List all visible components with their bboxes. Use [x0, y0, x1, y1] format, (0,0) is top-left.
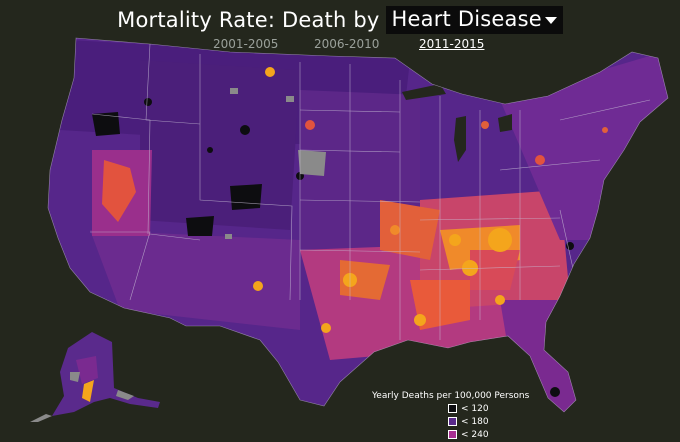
alaska — [30, 332, 160, 422]
period-selector: 2001-2005 2006-2010 2011-2015 — [0, 37, 680, 55]
legend-item-lt120: < 120 — [448, 403, 529, 416]
no-data-areas — [225, 88, 326, 239]
cause-dropdown[interactable]: Heart Disease — [385, 6, 563, 34]
legend-swatch — [448, 404, 457, 413]
legend-item-label: < 240 — [461, 430, 489, 440]
mountain-region — [140, 60, 300, 230]
low-rate-clusters — [92, 98, 574, 397]
period-tab-2001-2005[interactable]: 2001-2005 — [213, 37, 279, 51]
high-rate-clusters — [253, 67, 608, 333]
state-borders — [90, 43, 651, 340]
legend-item-label: < 180 — [461, 417, 489, 427]
conus-counties — [48, 38, 668, 412]
legend-item-lt240: < 240 — [448, 429, 529, 442]
legend-item-lt180: < 180 — [448, 416, 529, 429]
period-tab-2011-2015[interactable]: 2011-2015 — [419, 37, 485, 51]
great-lakes — [454, 116, 466, 162]
southwest-region — [90, 230, 300, 330]
legend-swatch — [448, 430, 457, 439]
period-tab-2006-2010[interactable]: 2006-2010 — [314, 37, 380, 51]
great-lakes-superior — [402, 84, 446, 100]
cause-dropdown-value: Heart Disease — [391, 7, 542, 31]
legend-title: Yearly Deaths per 100,000 Persons — [372, 391, 530, 401]
page-title: Mortality Rate: Death by Heart Disease — [0, 6, 680, 34]
legend: Yearly Deaths per 100,000 Persons < 120 … — [372, 391, 529, 442]
legend-item-label: < 120 — [461, 404, 489, 414]
great-lakes-east — [498, 114, 512, 132]
nevada-hotspot — [102, 160, 136, 222]
chevron-down-icon — [544, 16, 557, 24]
conus-outline — [47, 37, 669, 413]
title-prefix: Mortality Rate: Death by — [117, 8, 380, 32]
legend-swatch — [448, 417, 457, 426]
